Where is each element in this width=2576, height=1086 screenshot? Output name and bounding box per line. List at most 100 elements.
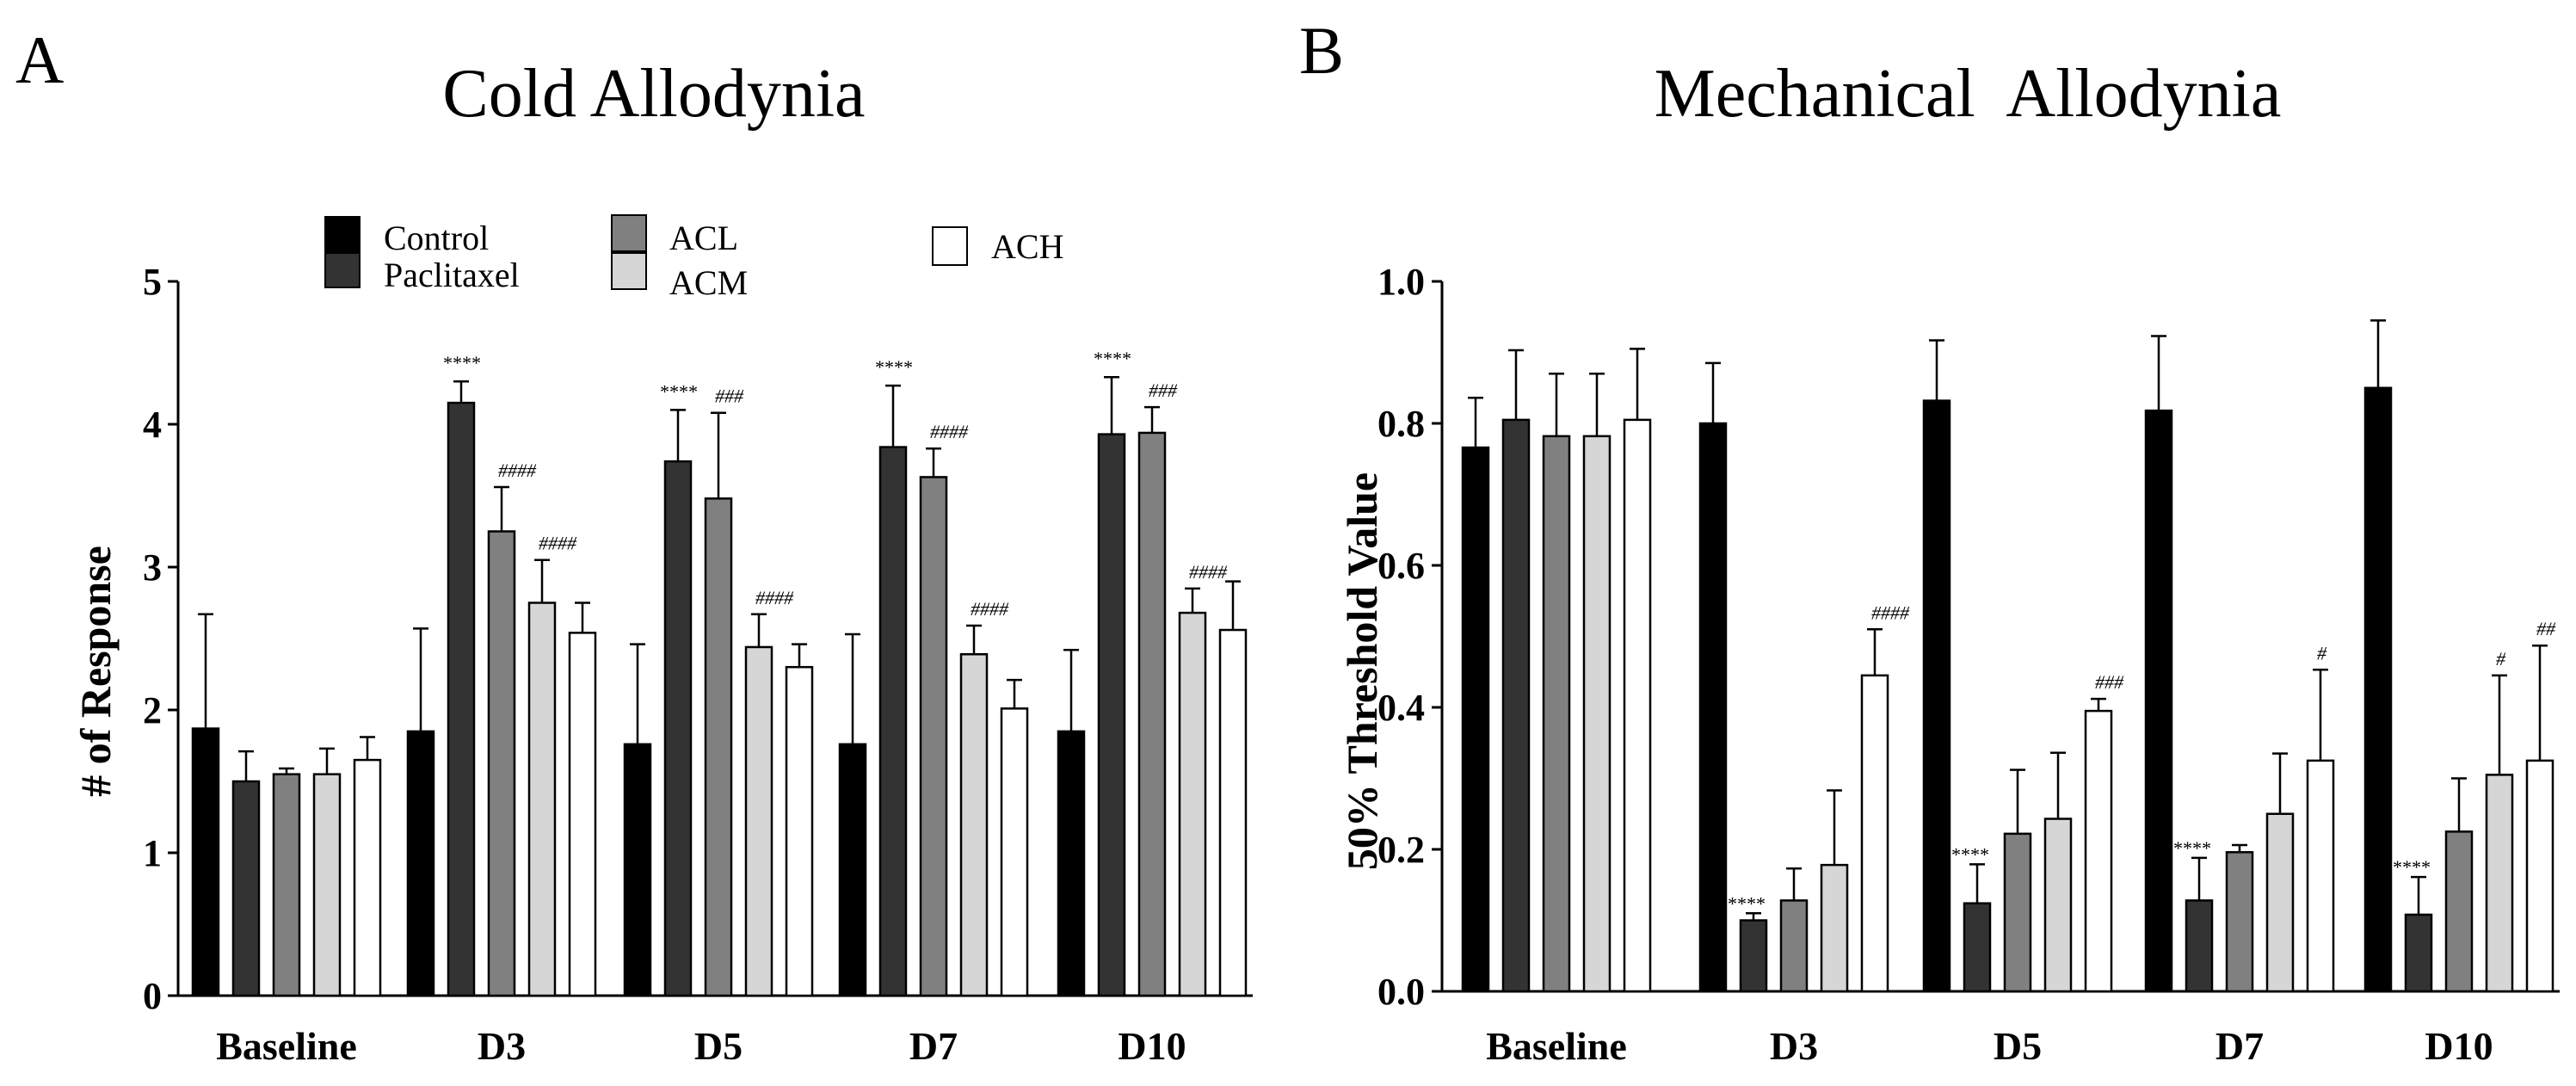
panel-b-significance-label: # — [2496, 648, 2506, 669]
panel-b-significance-label: **** — [2172, 837, 2210, 859]
panel-a-bar-control-d10 — [1057, 730, 1086, 997]
panel-a-bar-paclitaxel-d10 — [1097, 433, 1126, 997]
panel-a-bar-acm-d7 — [959, 653, 989, 997]
panel-b-category-label-d3: D3 — [1770, 1024, 1818, 1068]
legend-swatch-ach — [932, 226, 968, 266]
panel-b-significance-label: ### — [2095, 671, 2124, 693]
panel-b-y-tick-label: 0.6 — [1377, 545, 1425, 587]
legend-label-acm: ACM — [669, 263, 748, 302]
panel-a-category-label-d7: D7 — [909, 1024, 958, 1068]
panel-b-bar-acm-d7 — [2265, 812, 2295, 993]
legend-item-ach: ACH — [932, 226, 1063, 266]
panel-a-significance-label: **** — [1093, 348, 1131, 369]
panel-a-bar-paclitaxel-baseline — [231, 780, 261, 997]
panel-b-chart: 0.0 0.2 0.4 0.6 0.8 1.0 Baseline D3 D5 D7 D10 **** *… — [1377, 261, 2560, 1068]
panel-b-bar-ach-d5 — [2084, 709, 2113, 993]
panel-b-bar-paclitaxel-baseline — [1501, 418, 1531, 993]
panel-b-significance-label: **** — [1727, 892, 1765, 914]
panel-a-bar-ach-baseline — [353, 758, 382, 997]
panel-b-significance-label: **** — [1950, 843, 1988, 865]
panel-b-bar-acl-d7 — [2225, 851, 2254, 993]
panel-b-y-tick-label: 1.0 — [1377, 261, 1425, 303]
legend-item-acl: ACL — [611, 214, 738, 257]
panel-a-significance-label: #### — [755, 587, 794, 608]
legend-label-ach: ACH — [991, 227, 1063, 266]
panel-b-bar-paclitaxel-d5 — [1963, 902, 1992, 993]
legend-item-acm: ACM — [611, 252, 748, 302]
panel-a-significance-label: ### — [1149, 379, 1178, 401]
panel-b-bar-ach-d3 — [1860, 674, 1889, 993]
panel-a-bar-acm-baseline — [312, 773, 342, 997]
legend-label-control: Control — [384, 219, 489, 257]
panel-a-bar-acl-baseline — [272, 773, 301, 997]
panel-b-bar-control-d10 — [2363, 386, 2393, 993]
legend-item-paclitaxel: Paclitaxel — [324, 252, 520, 294]
panel-a-bar-acl-d10 — [1137, 431, 1167, 997]
panel-b-category-label-baseline: Baseline — [1486, 1024, 1627, 1068]
panel-a-chart: 0 1 2 3 4 5 Baseline D3 D5 D7 D10 **** **** **** **** #… — [143, 261, 1253, 1068]
panel-b-significance-label: #### — [1871, 602, 1910, 623]
panel-a-bar-ach-d5 — [785, 665, 814, 997]
legend-label-paclitaxel: Paclitaxel — [384, 256, 520, 294]
panel-b-bar-acm-baseline — [1582, 435, 1612, 993]
panel-b-bar-acm-d5 — [2043, 818, 2073, 993]
panel-b-y-tick-label: 0.0 — [1377, 971, 1425, 1013]
panel-a-significance-label: #### — [930, 421, 969, 442]
panel-a-bar-paclitaxel-d7 — [878, 446, 908, 997]
panel-a-y-tick-label: 0 — [143, 975, 162, 1017]
legend-item-control: Control — [324, 216, 489, 257]
panel-a-bar-paclitaxel-d3 — [447, 401, 476, 997]
panel-a-y-tick-label: 5 — [143, 261, 162, 303]
panel-a-bar-control-d5 — [623, 743, 652, 997]
panel-b-title: Mechanical Allodynia — [1655, 56, 2282, 132]
panel-a-category-label-baseline: Baseline — [216, 1024, 357, 1068]
panel-a-y-tick-label: 2 — [143, 689, 162, 731]
panel-b-bar-paclitaxel-d10 — [2404, 913, 2433, 993]
panel-b-significance-label: ## — [2536, 618, 2556, 639]
panel-a-category-label-d3: D3 — [478, 1024, 526, 1068]
legend-label-acl: ACL — [669, 219, 738, 257]
panel-a-bar-acl-d5 — [704, 497, 733, 997]
legend-swatch-control — [324, 216, 361, 252]
panel-a-bar-acm-d10 — [1178, 611, 1207, 997]
legend-swatch-paclitaxel — [324, 252, 361, 288]
panel-b-category-label-d7: D7 — [2215, 1024, 2264, 1068]
panel-a-significance-label: #### — [1189, 561, 1228, 583]
panel-b-y-tick-label: 0.4 — [1377, 687, 1425, 729]
panel-a-significance-label: **** — [659, 380, 697, 402]
panel-a-y-tick-label: 4 — [143, 404, 162, 446]
panel-a-bar-ach-d10 — [1218, 628, 1248, 997]
panel-a-y-tick-label: 1 — [143, 832, 162, 874]
legend: Control Paclitaxel ACL ACM ACH — [324, 214, 1063, 302]
panel-b-bar-ach-baseline — [1623, 418, 1652, 993]
panel-b-significance-label: **** — [2392, 856, 2430, 878]
panel-b-bar-acm-d10 — [2485, 774, 2514, 993]
panel-a-bar-acm-d3 — [527, 602, 557, 997]
panel-b-bar-control-baseline — [1461, 446, 1490, 993]
panel-a-title: Cold Allodynia — [442, 56, 865, 132]
panel-a-y-tick-label: 3 — [143, 546, 162, 589]
panel-b-y-tick-label: 0.2 — [1377, 829, 1425, 871]
panel-b-bar-paclitaxel-d3 — [1739, 919, 1768, 993]
panel-a-category-label-d10: D10 — [1118, 1024, 1186, 1068]
panel-a-bar-acl-d7 — [919, 476, 948, 997]
panel-a-bar-acm-d5 — [744, 645, 773, 997]
panel-b-y-axis-title: 50% Threshold Value — [1338, 472, 1386, 870]
panel-a-letter: A — [15, 22, 64, 97]
panel-b-bar-ach-d7 — [2306, 759, 2335, 993]
panel-b-y-tick-label: 0.8 — [1377, 403, 1425, 445]
panel-a-significance-label: **** — [442, 352, 480, 373]
panel-a-category-label-d5: D5 — [694, 1024, 743, 1068]
panel-b-category-label-d5: D5 — [1994, 1024, 2042, 1068]
panel-b-bar-acl-d5 — [2003, 832, 2032, 993]
panel-b-bar-control-d5 — [1922, 399, 1951, 993]
panel-b-bar-acm-d3 — [1820, 863, 1849, 993]
panel-a-bar-ach-d7 — [1000, 707, 1029, 997]
panel-a-y-axis-title: # of Response — [71, 546, 120, 797]
panel-b-bar-control-d7 — [2144, 409, 2173, 993]
panel-b-bar-control-d3 — [1698, 422, 1728, 993]
panel-a-bar-acl-d3 — [487, 530, 516, 997]
panel-b-bar-paclitaxel-d7 — [2185, 899, 2214, 993]
